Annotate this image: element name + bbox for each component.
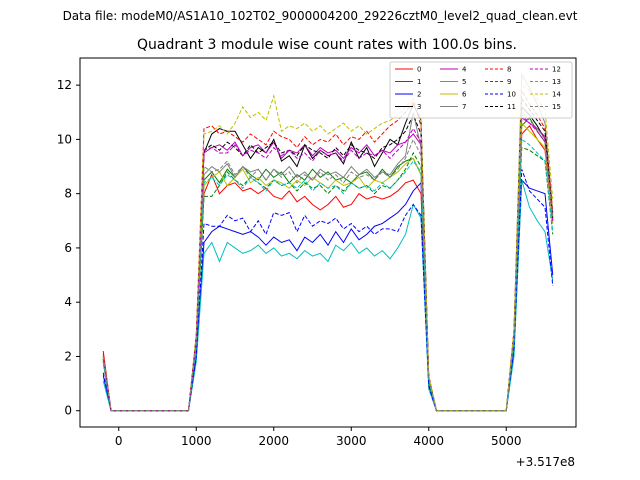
legend-label-14: 14 [552,91,561,99]
legend-label-4: 4 [462,66,467,74]
legend-label-3: 3 [417,103,421,111]
data-file-label: Data file: modeM0/AS1A10_102T02_90000042… [63,9,578,23]
plot-area [80,58,576,427]
legend-label-7: 7 [462,103,466,111]
y-tick-label: 12 [57,78,72,92]
x-tick-label: 2000 [258,434,289,448]
y-tick-label: 4 [64,295,72,309]
x-tick-label: 1000 [181,434,212,448]
legend-label-12: 12 [552,66,561,74]
legend-label-5: 5 [462,78,466,86]
legend-label-11: 11 [507,103,516,111]
legend-label-13: 13 [552,78,561,86]
series-line-15 [102,111,554,412]
y-tick-label: 0 [64,404,72,418]
legend-label-0: 0 [417,66,421,74]
legend-label-10: 10 [507,91,516,99]
legend-box [389,61,573,119]
x-axis: 0 1000 2000 3000 4000 5000 [115,427,522,448]
x-tick-label: 0 [115,434,123,448]
legend-label-6: 6 [462,91,467,99]
legend-label-8: 8 [507,66,511,74]
x-tick-label: 3000 [336,434,367,448]
x-offset-label: +3.517e8 [516,455,575,469]
y-tick-label: 6 [64,241,72,255]
y-tick-label: 10 [57,132,72,146]
legend-label-9: 9 [507,78,511,86]
x-tick-label: 5000 [491,434,522,448]
series-layer [102,72,554,412]
axes-frame [79,57,577,428]
legend-label-1: 1 [417,78,421,86]
x-tick-label: 4000 [413,434,444,448]
legend-label-15: 15 [552,103,561,111]
y-tick-label: 2 [64,349,72,363]
legend-label-2: 2 [417,91,421,99]
chart-title: Quadrant 3 module wise count rates with … [137,37,517,53]
y-axis: 0 2 4 6 8 10 12 [57,78,80,418]
y-tick-label: 8 [64,187,72,201]
